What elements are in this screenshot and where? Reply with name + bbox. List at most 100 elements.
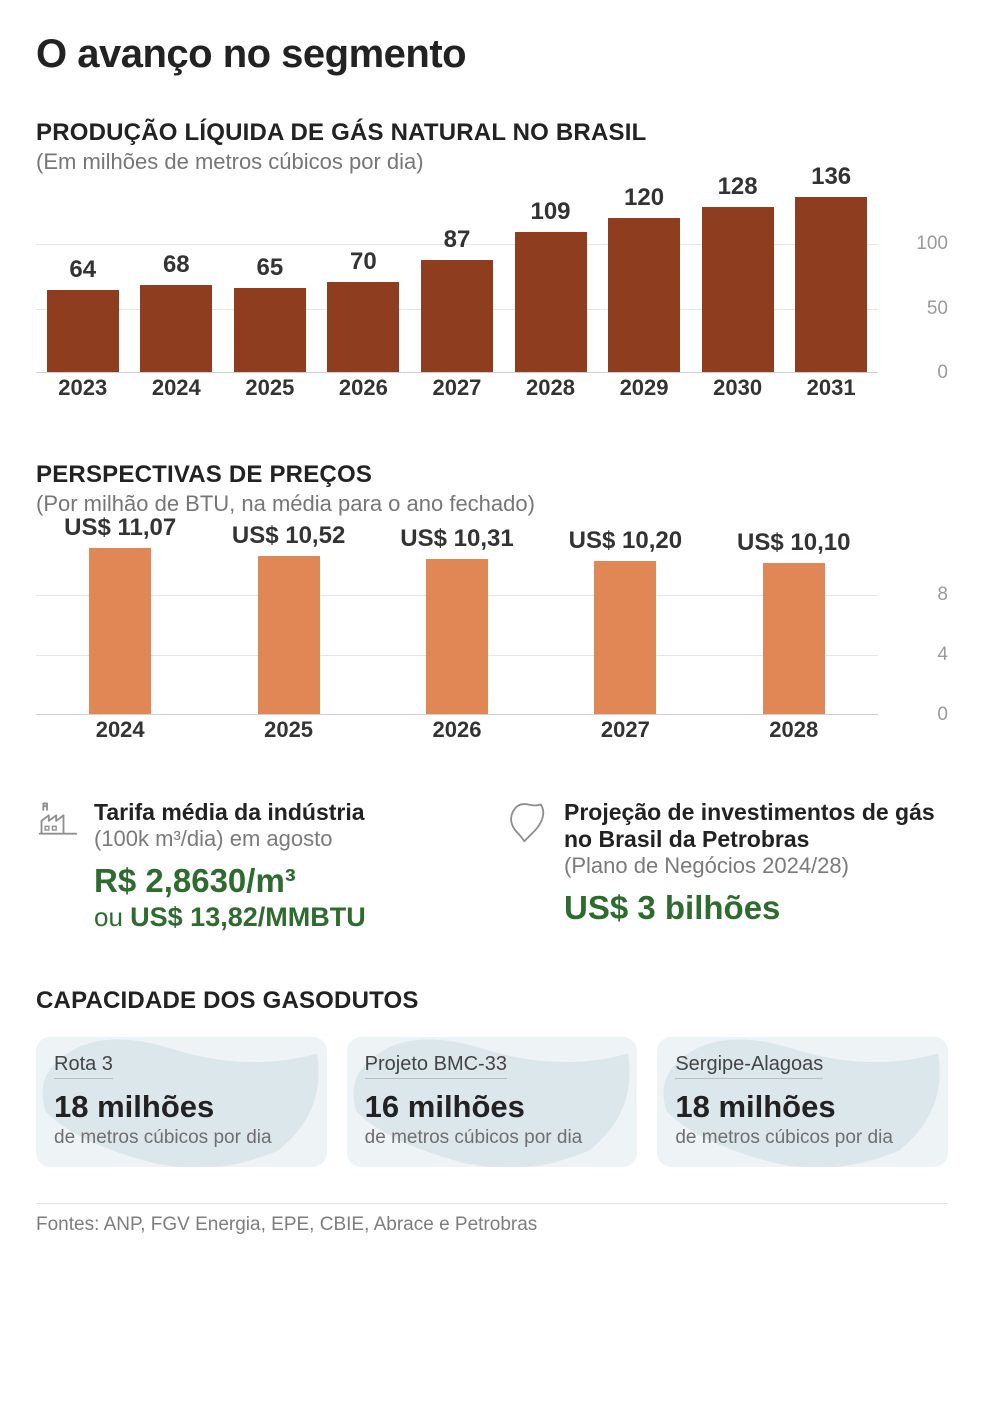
chart1-xaxis: 2023 2024 2025 2026 2027 2028 2029 2030 2031 (36, 375, 878, 403)
chart1-ytick: 50 (927, 298, 948, 320)
chart1-bar (608, 218, 680, 372)
chart2-value-label: US$ 10,31 (400, 525, 513, 553)
info-tariff: Tarifa média da indústria (100k m³/dia) … (36, 799, 478, 933)
chart1-bar-group: 109 (515, 198, 587, 372)
chart2-bar (426, 559, 488, 714)
info-tariff-value: R$ 2,8630/m³ (94, 862, 366, 900)
chart1-value-label: 87 (444, 226, 471, 254)
sources-line: Fontes: ANP, FGV Energia, EPE, CBIE, Abr… (36, 1203, 948, 1236)
capacity-title: CAPACIDADE DOS GASODUTOS (36, 987, 948, 1015)
chart2-bar-group: US$ 10,20 (594, 527, 656, 714)
chart2-ytick: 8 (937, 584, 948, 606)
brazil-icon (506, 799, 550, 933)
chart1-value-label: 70 (350, 248, 377, 276)
chart1-ytick: 0 (937, 362, 948, 384)
chart1-bar (327, 282, 399, 372)
capacity-unit: de metros cúbicos por dia (675, 1127, 930, 1149)
info-invest-sub: (Plano de Negócios 2024/28) (564, 853, 948, 879)
chart1-bar-group: 68 (140, 251, 212, 372)
chart1-value-label: 128 (718, 173, 758, 201)
chart1-category: 2028 (515, 375, 587, 403)
capacity-card: Rota 3 18 milhõesde metros cúbicos por di… (36, 1037, 327, 1167)
chart1-bar (702, 207, 774, 372)
capacity-card: Projeto BMC-3316 milhõesde metros cúbico… (347, 1037, 638, 1167)
chart1-ytick: 100 (916, 233, 948, 255)
chart2-bar-group: US$ 10,31 (426, 525, 488, 714)
chart1-category: 2030 (702, 375, 774, 403)
chart1-bar (795, 197, 867, 372)
chart2-yticks: 048 (888, 535, 948, 715)
info-row: Tarifa média da indústria (100k m³/dia) … (36, 799, 948, 933)
chart2-bar-group: US$ 11,07 (89, 514, 151, 714)
chart2-value-label: US$ 10,52 (232, 522, 345, 550)
chart1-bar-group: 120 (608, 184, 680, 372)
factory-icon (36, 799, 80, 933)
chart1-bar-group: 65 (234, 254, 306, 372)
chart2-category: 2025 (258, 717, 320, 745)
capacity-value: 16 milhões (365, 1089, 620, 1125)
chart1-category: 2024 (140, 375, 212, 403)
chart1-value-label: 64 (69, 256, 96, 284)
chart-prices: PERSPECTIVAS DE PREÇOS (Por milhão de BT… (36, 461, 948, 745)
chart1-category: 2025 (234, 375, 306, 403)
chart2-title: PERSPECTIVAS DE PREÇOS (36, 461, 948, 489)
chart2-bar (89, 548, 151, 714)
chart1-category: 2027 (421, 375, 493, 403)
chart1-bar (234, 288, 306, 372)
chart1-category: 2026 (327, 375, 399, 403)
info-invest-title: Projeção de investimentos de gás no Bras… (564, 799, 948, 853)
chart1-value-label: 68 (163, 251, 190, 279)
info-prefix-ou: ou (94, 902, 130, 932)
chart2-category: 2027 (594, 717, 656, 745)
capacity-unit: de metros cúbicos por dia (365, 1127, 620, 1149)
chart2-bar-group: US$ 10,10 (763, 529, 825, 715)
chart1-plot: 6468657087109120128136 (36, 193, 878, 373)
chart1-category: 2029 (608, 375, 680, 403)
capacity-value: 18 milhões (675, 1089, 930, 1125)
chart2-ytick: 4 (937, 644, 948, 666)
info-tariff-title: Tarifa média da indústria (94, 799, 366, 826)
chart1-bar (421, 260, 493, 372)
capacity-unit: de metros cúbicos por dia (54, 1127, 309, 1149)
capacity-name: Sergipe-Alagoas (675, 1053, 823, 1079)
chart2-category: 2026 (426, 717, 488, 745)
chart1-bar-group: 128 (702, 173, 774, 372)
chart1-title: PRODUÇÃO LÍQUIDA DE GÁS NATURAL NO BRASI… (36, 119, 948, 147)
chart1-value-label: 109 (530, 198, 570, 226)
chart1-bar-group: 70 (327, 248, 399, 372)
chart1-value-label: 65 (257, 254, 284, 282)
chart2-ytick: 0 (937, 704, 948, 726)
chart2-value-label: US$ 10,10 (737, 529, 850, 557)
chart1-bar (47, 290, 119, 372)
info-tariff-value2: ou US$ 13,82/MMBTU (94, 902, 366, 933)
info-invest-value: US$ 3 bilhões (564, 889, 948, 927)
capacity-section: CAPACIDADE DOS GASODUTOS Rota 3 18 milhõe… (36, 987, 948, 1167)
chart1-category: 2031 (795, 375, 867, 403)
chart1-bar-group: 136 (795, 163, 867, 372)
chart2-category: 2028 (763, 717, 825, 745)
chart1-bar (515, 232, 587, 372)
capacity-row: Rota 318 milhõesde metros cúbicos por di… (36, 1037, 948, 1167)
chart2-xaxis: 2024 2025 2026 2027 2028 (36, 717, 878, 745)
capacity-value: 18 milhões (54, 1089, 309, 1125)
chart1-value-label: 120 (624, 184, 664, 212)
chart2-bar (763, 563, 825, 715)
chart2-bar (594, 561, 656, 714)
chart2-category: 2024 (89, 717, 151, 745)
info-tariff-mmbtu: US$ 13,82/MMBTU (130, 902, 366, 932)
capacity-card: Sergipe-Alagoas 18 milhõesde metros cúbic… (657, 1037, 948, 1167)
chart1-bar (140, 285, 212, 372)
chart1-value-label: 136 (811, 163, 851, 191)
chart2-value-label: US$ 11,07 (64, 514, 176, 542)
chart-production: PRODUÇÃO LÍQUIDA DE GÁS NATURAL NO BRASI… (36, 119, 948, 403)
chart2-bar (258, 556, 320, 714)
chart2-value-label: US$ 10,20 (569, 527, 682, 555)
capacity-name: Rota 3 (54, 1053, 113, 1079)
chart1-category: 2023 (47, 375, 119, 403)
chart1-yticks: 050100 (888, 193, 948, 373)
chart1-bar-group: 87 (421, 226, 493, 372)
info-investment: Projeção de investimentos de gás no Bras… (506, 799, 948, 933)
info-tariff-sub: (100k m³/dia) em agosto (94, 826, 366, 852)
page-title: O avanço no segmento (36, 32, 948, 77)
chart1-bar-group: 64 (47, 256, 119, 372)
